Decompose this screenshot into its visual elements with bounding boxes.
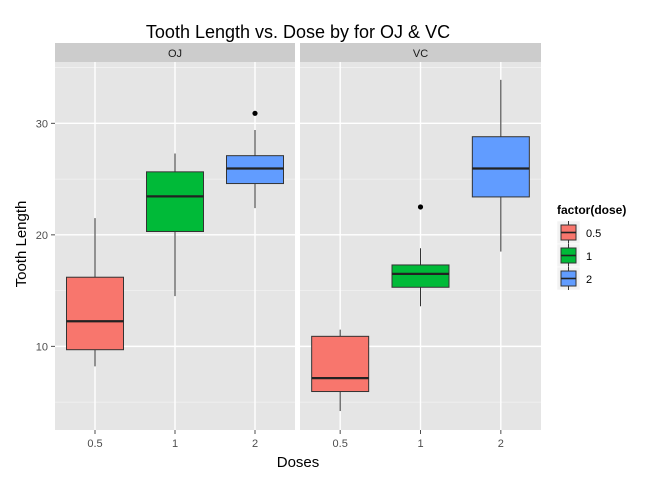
box-iqr	[471, 136, 530, 198]
facet-strip	[300, 43, 541, 62]
box-iqr	[311, 335, 370, 393]
chart-title: Tooth Length vs. Dose by for OJ & VC	[146, 22, 450, 42]
box-iqr	[66, 276, 124, 351]
y-tick-label: 30	[36, 118, 48, 130]
outlier-point	[417, 204, 424, 210]
x-tick-label: 0.5	[333, 438, 348, 450]
x-tick-label: 0.5	[87, 438, 102, 450]
facet-panel-oj: OJ 0.5 1 2	[55, 43, 295, 450]
legend-item-2: 2	[556, 266, 592, 291]
legend-title: factor(dose)	[557, 203, 626, 217]
box-oj-1	[146, 153, 204, 297]
box-oj-0.5	[66, 218, 124, 367]
legend-label: 2	[586, 274, 592, 286]
box-vc-1	[391, 204, 450, 307]
box-iqr	[226, 155, 284, 185]
facet-strip-label: VC	[413, 48, 428, 60]
facets: OJ 0.5 1 2 VC 0.5 1 2 10 20 30	[36, 43, 541, 450]
facet-panel-vc: VC 0.5 1 2	[300, 43, 541, 450]
legend-label: 1	[586, 251, 592, 263]
legend-item-0.5: 0.5	[556, 220, 601, 245]
facet-strip	[55, 43, 295, 62]
x-tick-label: 1	[172, 438, 178, 450]
y-axis: 10 20 30	[36, 118, 55, 353]
facet-strip-label: OJ	[168, 48, 182, 60]
legend-label: 0.5	[586, 228, 601, 240]
box-iqr	[391, 264, 450, 288]
legend: factor(dose) 0.5 1 2	[556, 203, 626, 291]
x-tick-label: 2	[252, 438, 258, 450]
y-axis-label: Tooth Length	[13, 201, 30, 288]
box-vc-2	[471, 79, 530, 252]
y-tick-label: 10	[36, 341, 48, 353]
y-tick-label: 20	[36, 230, 48, 242]
box-oj-2	[226, 110, 284, 209]
box-vc-0.5	[311, 329, 370, 412]
box-iqr	[146, 171, 204, 233]
legend-item-1: 1	[556, 243, 592, 268]
outlier-point	[252, 110, 258, 116]
x-axis-label: Doses	[277, 454, 320, 471]
x-tick-label: 2	[498, 438, 504, 450]
x-tick-label: 1	[417, 438, 423, 450]
